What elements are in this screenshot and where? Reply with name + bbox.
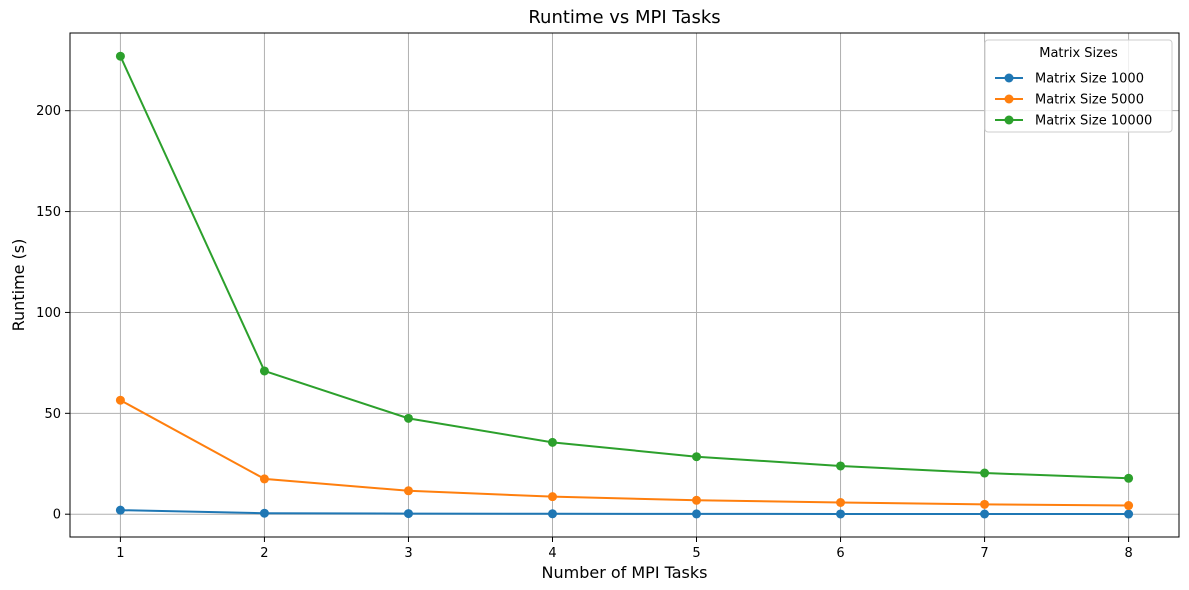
legend-label: Matrix Size 5000 [1035, 93, 1144, 108]
x-tick-label: 8 [1124, 546, 1132, 561]
series-line [119, 399, 1129, 507]
data-point [403, 413, 413, 423]
data-point [115, 505, 125, 515]
series-2 [115, 51, 1134, 483]
data-point [1124, 509, 1134, 519]
x-tick-label: 3 [404, 546, 412, 561]
data-point [836, 497, 846, 507]
y-axis-title: Runtime (s) [9, 239, 28, 332]
series-0 [115, 505, 1134, 519]
data-point [692, 509, 702, 519]
data-point [259, 366, 269, 376]
legend-item: Matrix Size 1000 [995, 72, 1144, 87]
data-point [836, 461, 846, 471]
data-point [1124, 473, 1134, 483]
x-tick-label: 4 [548, 546, 556, 561]
data-point [1124, 501, 1134, 511]
y-tick-label: 100 [36, 306, 61, 321]
x-tick-label: 7 [980, 546, 988, 561]
x-tick-label: 2 [260, 546, 268, 561]
data-point [115, 51, 125, 61]
y-tick-label: 200 [36, 104, 61, 119]
data-point [980, 499, 990, 509]
x-tick-label: 5 [692, 546, 700, 561]
y-tick-label: 0 [53, 508, 61, 523]
data-point [547, 509, 557, 519]
series-1 [115, 395, 1134, 511]
legend-items: Matrix Size 1000 Matrix Size 5000 Matrix S… [995, 72, 1152, 129]
data-point [547, 492, 557, 502]
x-axis-title: Number of MPI Tasks [542, 563, 708, 582]
y-tick-label: 150 [36, 205, 61, 220]
series-line [119, 55, 1129, 480]
ticks: 1 2 3 4 5 6 7 8 0 50 100 150 200 [36, 104, 1133, 561]
chart-title: Runtime vs MPI Tasks [528, 7, 720, 28]
legend-swatch-marker [1004, 115, 1014, 125]
data-point [980, 509, 990, 519]
legend-box [984, 39, 1173, 133]
legend-title: Matrix Sizes [1039, 46, 1118, 61]
y-tick-label: 50 [44, 407, 61, 422]
legend-item: Matrix Size 10000 [995, 114, 1152, 129]
legend-swatch-marker [1004, 73, 1014, 83]
legend-label: Matrix Size 10000 [1035, 114, 1152, 129]
data-point [980, 468, 990, 478]
data-point [259, 508, 269, 518]
data-point [403, 486, 413, 496]
x-tick-label: 6 [836, 546, 844, 561]
x-tick-label: 1 [116, 546, 124, 561]
data-point [692, 452, 702, 462]
data-point [403, 509, 413, 519]
plot-frame [69, 32, 1180, 538]
series-line [120, 509, 1129, 516]
data-point [836, 509, 846, 519]
series-layer [115, 51, 1134, 519]
data-point [692, 495, 702, 505]
legend-item: Matrix Size 5000 [995, 93, 1144, 108]
data-point [259, 474, 269, 484]
legend-swatch-marker [1004, 94, 1014, 104]
data-point [547, 437, 557, 447]
data-point [115, 395, 125, 405]
legend-label: Matrix Size 1000 [1035, 72, 1144, 87]
